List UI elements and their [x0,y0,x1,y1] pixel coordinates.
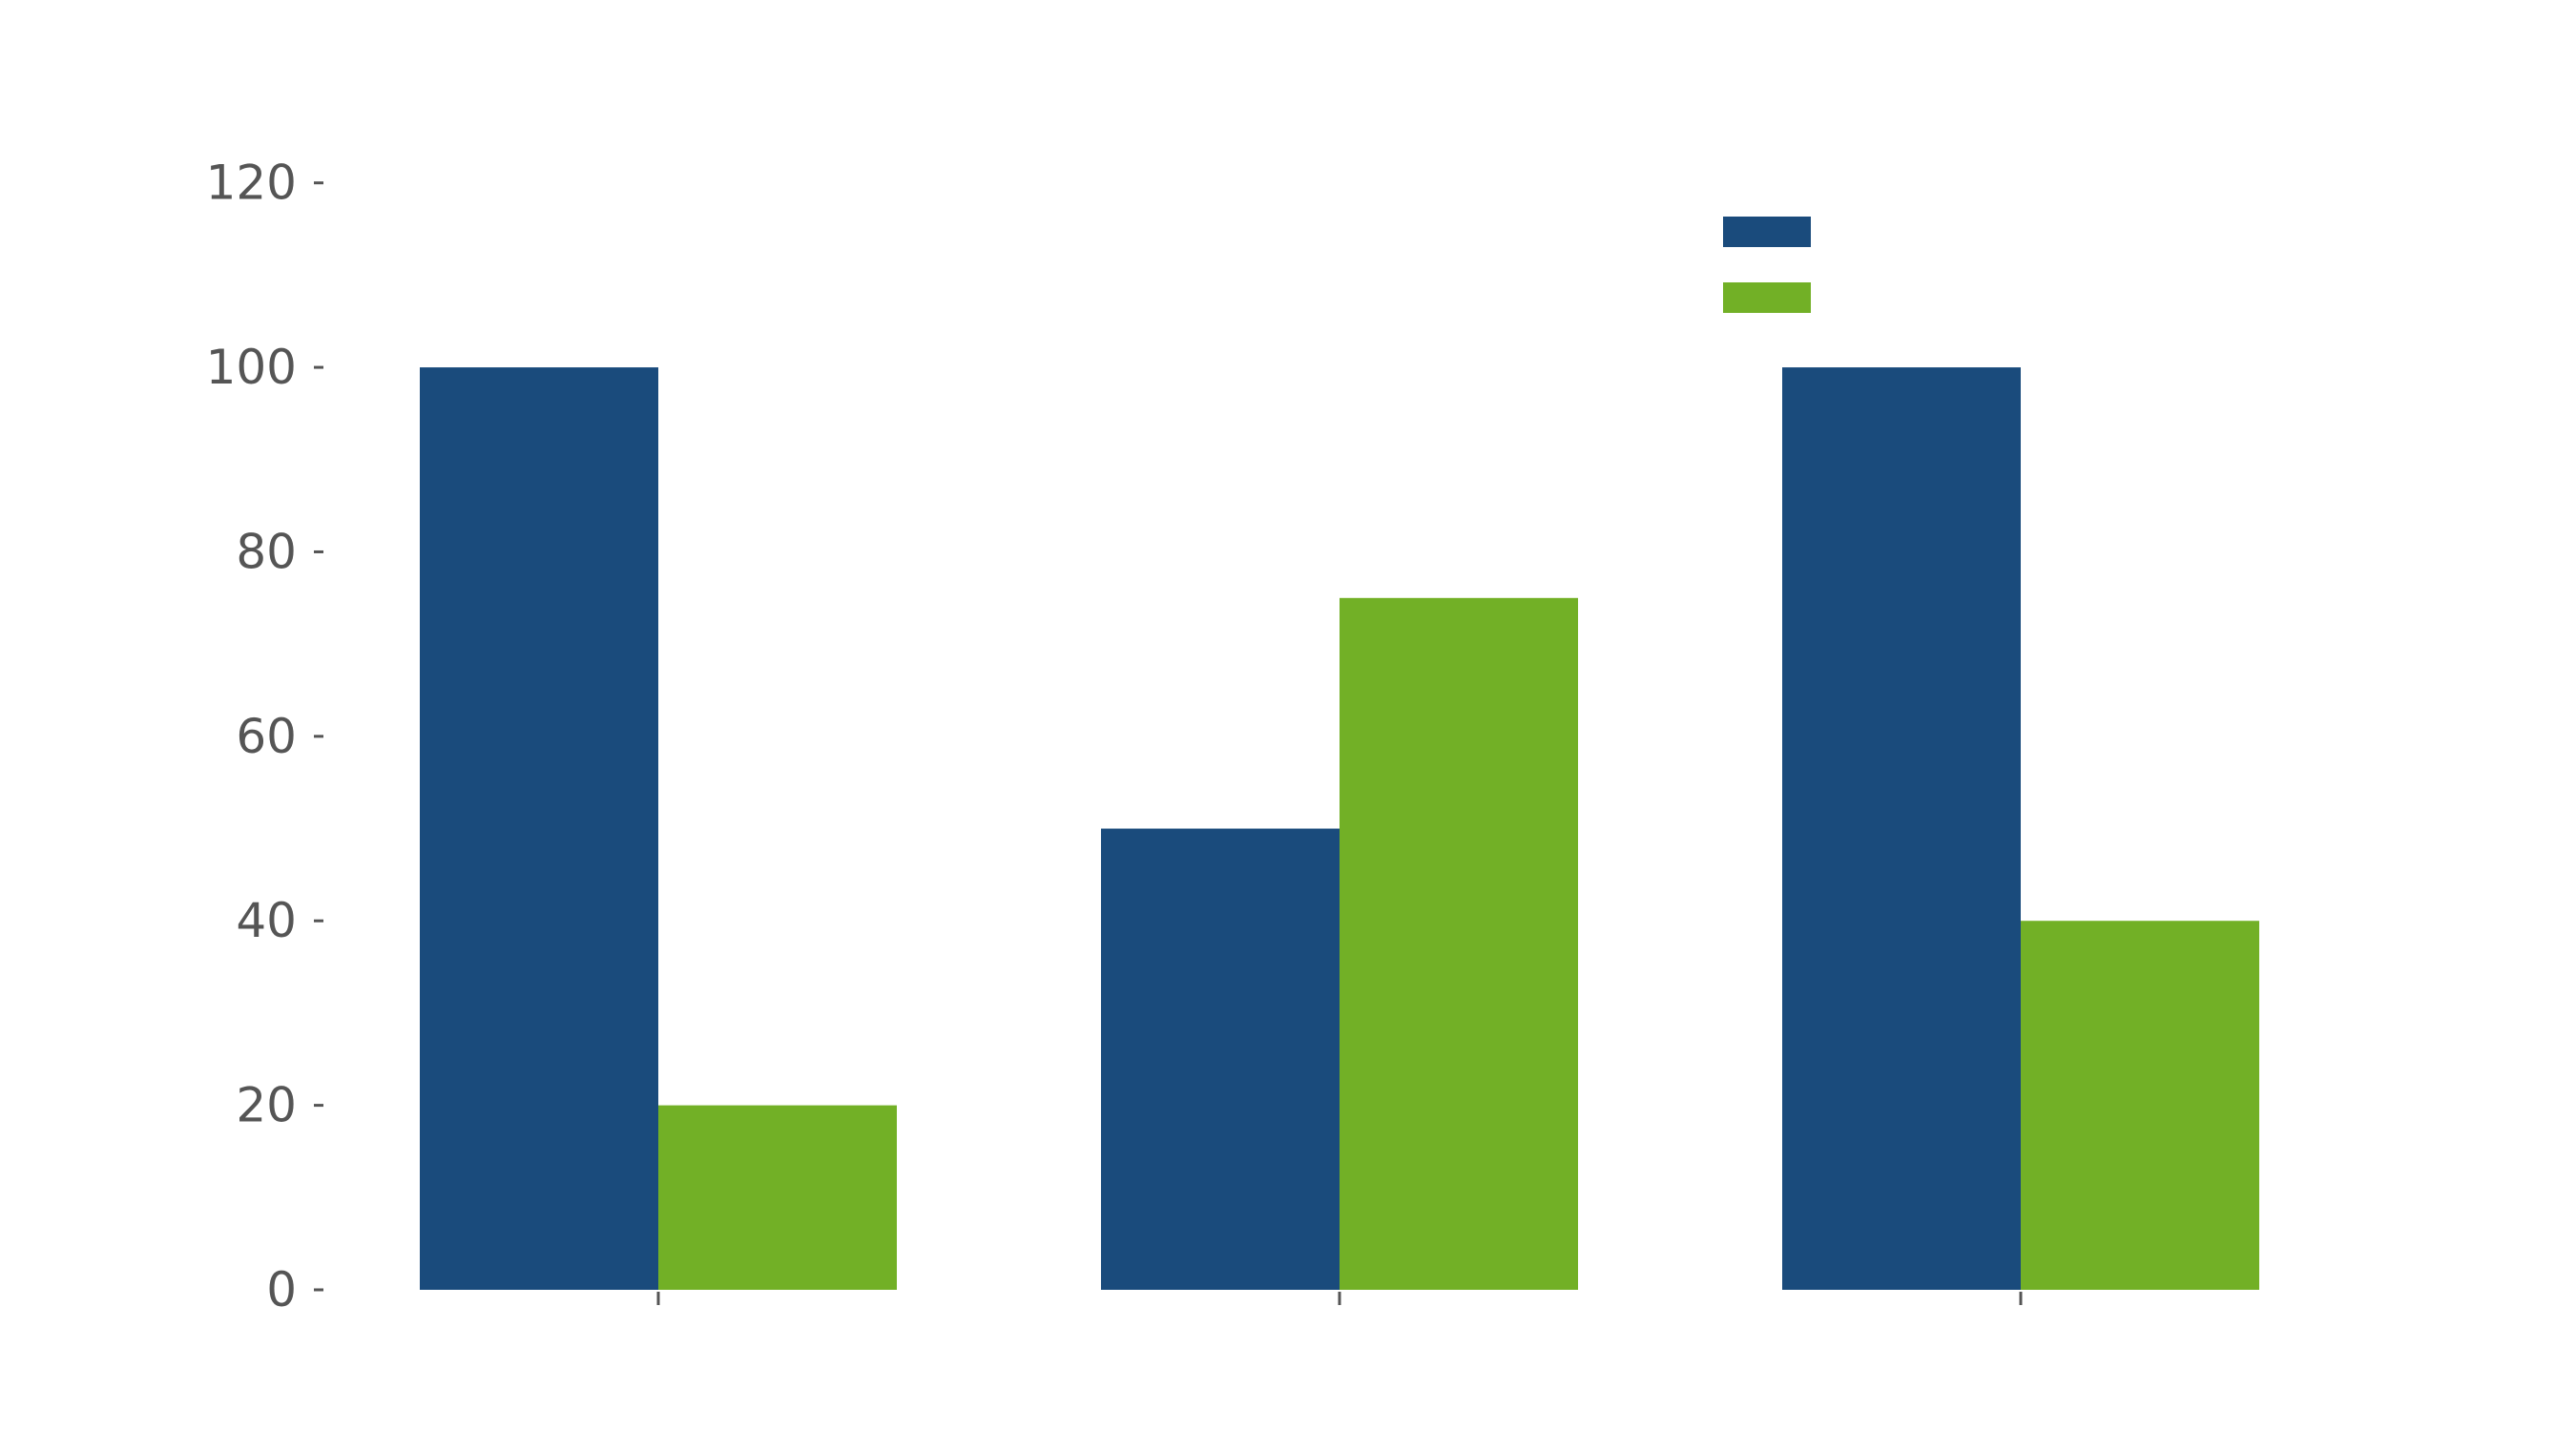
y-tick-label: 80 [236,524,297,579]
y-tick-label: 100 [206,340,297,395]
bars-group [420,367,2259,1291]
y-tick-label: 120 [206,156,297,211]
bar [658,1105,897,1290]
legend-swatch [1723,217,1811,247]
legend-swatch [1723,282,1811,313]
legend [1723,217,1811,313]
bar [420,367,658,1291]
x-axis [656,1292,2023,1305]
y-tick-label: 0 [266,1262,297,1317]
y-tick-label: 60 [236,709,297,764]
bar [1340,597,1578,1290]
bar [1782,367,2021,1291]
y-tick-label: 40 [236,893,297,948]
y-tick-label: 20 [236,1078,297,1133]
bar [1101,828,1340,1290]
y-axis: 0 20 40 60 80 100 120 [206,156,323,1317]
bar [2021,921,2259,1290]
